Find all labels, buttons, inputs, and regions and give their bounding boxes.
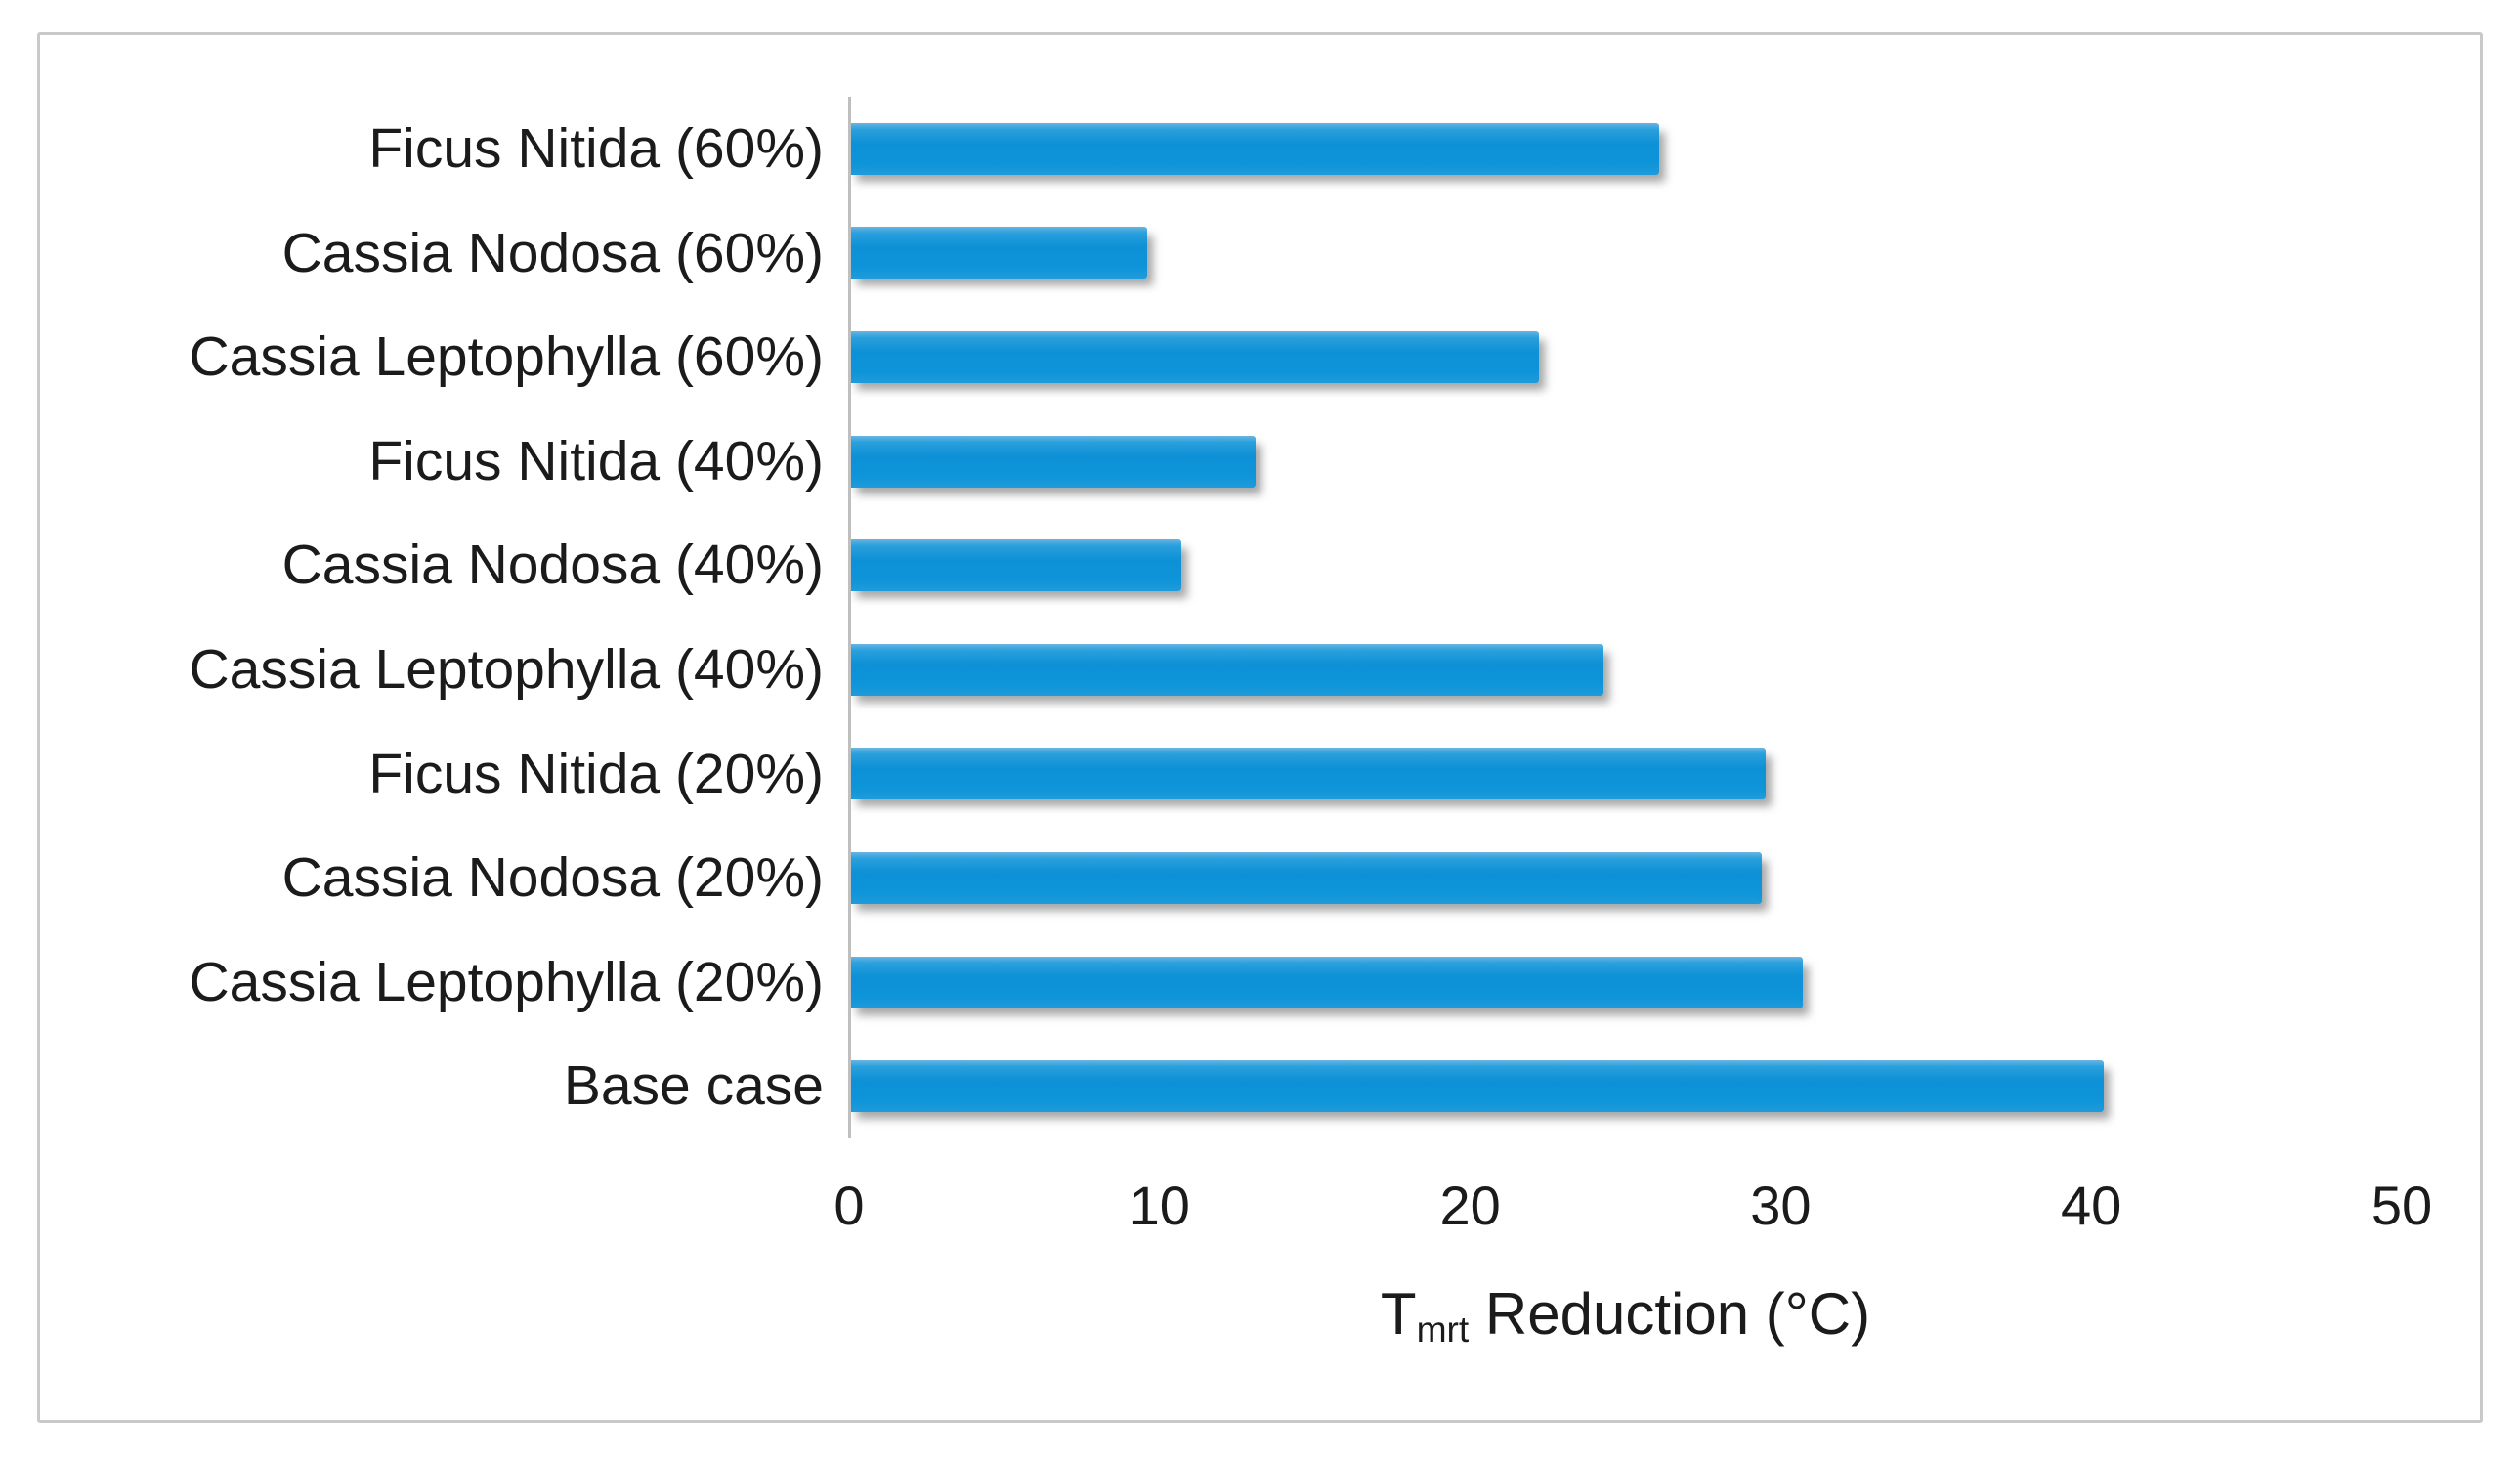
x-axis-tick: 10 — [1129, 1175, 1190, 1236]
category-label: Cassia Nodosa (40%) — [281, 534, 824, 597]
bar — [849, 1060, 2104, 1113]
bar-track — [849, 930, 2402, 1035]
x-axis-tick: 0 — [833, 1175, 865, 1236]
bar-track — [849, 513, 2402, 618]
bar-track — [849, 97, 2402, 201]
category-label: Cassia Nodosa (20%) — [281, 846, 824, 910]
x-axis-title: Tmrt Reduction (°C) — [849, 1281, 2402, 1351]
category-row: Ficus Nitida (60%) — [40, 97, 2402, 201]
bar — [849, 748, 1766, 800]
category-row: Cassia Nodosa (60%) — [40, 201, 2402, 306]
x-axis-title-prefix: T — [1380, 1281, 1417, 1347]
category-label: Ficus Nitida (20%) — [368, 742, 824, 805]
bar-track — [849, 722, 2402, 827]
bar-track — [849, 826, 2402, 930]
category-label: Ficus Nitida (60%) — [368, 116, 824, 180]
category-label: Cassia Leptophylla (20%) — [189, 950, 824, 1013]
category-label: Cassia Leptophylla (40%) — [189, 637, 824, 701]
category-label: Cassia Nodosa (60%) — [281, 221, 824, 284]
bar-track — [849, 305, 2402, 409]
bar — [849, 435, 1257, 488]
bar — [849, 851, 1763, 904]
x-axis-tick-labels: 0 10 20 30 40 50 — [833, 1175, 2432, 1237]
category-row: Cassia Nodosa (40%) — [40, 513, 2402, 618]
category-row: Ficus Nitida (20%) — [40, 722, 2402, 827]
bar — [849, 643, 1604, 696]
category-row: Cassia Nodosa (20%) — [40, 826, 2402, 930]
x-axis-tick: 20 — [1439, 1175, 1501, 1236]
y-axis-line — [848, 97, 851, 1138]
bar-track — [849, 409, 2402, 514]
x-axis-tick: 40 — [2061, 1175, 2122, 1236]
bar — [849, 227, 1148, 279]
category-label: Ficus Nitida (40%) — [368, 429, 824, 493]
category-row: Base case — [40, 1034, 2402, 1138]
category-label: Cassia Leptophylla (60%) — [189, 325, 824, 389]
bar — [849, 330, 1539, 383]
bar-track — [849, 618, 2402, 722]
category-row: Cassia Leptophylla (20%) — [40, 930, 2402, 1035]
bar-track — [849, 201, 2402, 306]
x-axis-tick: 50 — [2371, 1175, 2433, 1236]
bar — [849, 122, 1660, 175]
x-axis-title-suffix: Reduction (°C) — [1469, 1281, 1871, 1347]
category-row: Ficus Nitida (40%) — [40, 409, 2402, 514]
bar — [849, 539, 1182, 592]
category-row: Cassia Leptophylla (60%) — [40, 305, 2402, 409]
category-row: Cassia Leptophylla (40%) — [40, 618, 2402, 722]
chart-frame: Ficus Nitida (60%) Cassia Nodosa (60%) C… — [37, 32, 2483, 1423]
plot-area: Ficus Nitida (60%) Cassia Nodosa (60%) C… — [40, 97, 2402, 1138]
x-axis-title-subscript: mrt — [1416, 1309, 1470, 1351]
category-label: Base case — [563, 1054, 824, 1118]
bar-track — [849, 1034, 2402, 1138]
bar — [849, 956, 1803, 1008]
x-axis-tick: 30 — [1750, 1175, 1812, 1236]
